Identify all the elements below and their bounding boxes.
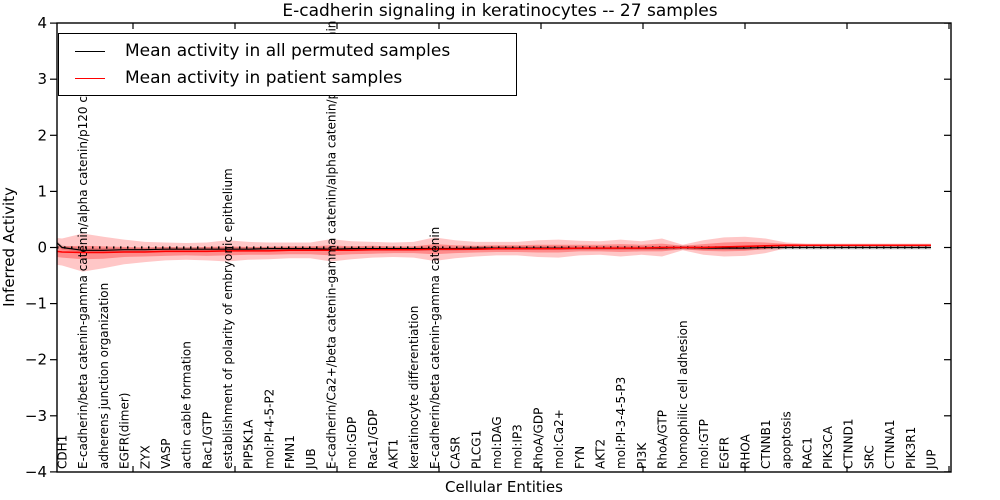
entity-tick-label: mol:DAG xyxy=(490,416,504,469)
entity-tick-label: Rac1/GDP xyxy=(366,410,380,469)
y-tick-label: 4 xyxy=(37,14,47,32)
entity-tick-label: EGFR xyxy=(718,437,732,469)
entity-tick-label: RhoA/GTP xyxy=(656,410,670,469)
y-tick-label: −2 xyxy=(25,351,47,369)
entity-tick-label: RAC1 xyxy=(800,437,814,469)
y-tick-label: 3 xyxy=(37,70,47,88)
entity-tick-label: AKT2 xyxy=(593,439,607,469)
entity-tick-label: mol:GDP xyxy=(345,417,359,469)
legend-label-patient: Mean activity in patient samples xyxy=(125,68,403,88)
entity-tick-label: mol:Ca2+ xyxy=(552,409,566,469)
legend-entry-permuted: Mean activity in all permuted samples xyxy=(75,41,516,61)
patient-mean-line xyxy=(57,244,931,254)
y-tick-label: −1 xyxy=(25,295,47,313)
legend-line-patient-icon xyxy=(75,77,105,79)
entity-tick-label: PIK3CA xyxy=(821,425,835,469)
entity-tick-label: PI3K xyxy=(635,442,649,469)
entity-tick-label: JUP xyxy=(925,449,939,470)
y-tick-label: −4 xyxy=(25,463,47,481)
data-layer xyxy=(57,233,931,272)
y-tick-label: 1 xyxy=(37,182,47,200)
legend-label-permuted: Mean activity in all permuted samples xyxy=(125,41,451,61)
patient-activity-band-outer xyxy=(57,233,931,272)
entity-tick-label: AKT1 xyxy=(387,439,401,469)
legend-line-permuted-icon xyxy=(75,50,105,52)
x-axis-label: Cellular Entities xyxy=(445,478,563,496)
entity-tick-label: mol:IP3 xyxy=(511,424,525,469)
entity-tick-label: E-cadherin/beta catenin-gamma catenin/al… xyxy=(76,58,90,469)
entity-tick-label: CTNND1 xyxy=(842,418,856,469)
entity-tick-label: homophilic cell adhesion xyxy=(676,320,690,469)
entity-tick-label: E-cadherin/beta catenin-gamma catenin xyxy=(428,227,442,469)
entity-tick-label: CASR xyxy=(449,436,463,469)
entity-tick-label: PIK3R1 xyxy=(904,427,918,469)
entity-tick-label: SRC xyxy=(862,445,876,469)
y-tick-label: −3 xyxy=(25,407,47,425)
entity-tick-label: mol:PI-3-4-5-P3 xyxy=(614,377,628,469)
entity-tick-label: Rac1/GTP xyxy=(200,412,214,469)
patient-activity-band-inner xyxy=(57,241,931,260)
entity-tick-label: adherens junction organization xyxy=(97,283,111,469)
entity-tick-label: keratinocyte differentiation xyxy=(407,306,421,469)
entity-tick-label: CTNNA1 xyxy=(883,419,897,469)
entity-tick-label: FMN1 xyxy=(283,435,297,469)
entity-tick-label: E-cadherin/Ca2+/beta catenin-gamma caten… xyxy=(325,21,339,469)
entity-tick-label: PLCG1 xyxy=(469,430,483,469)
entity-tick-label: actin cable formation xyxy=(180,341,194,469)
permuted-mean-line xyxy=(57,242,931,251)
y-tick-label: 0 xyxy=(37,239,47,257)
entity-tick-label: VASP xyxy=(159,438,173,469)
entity-tick-label: CTNNB1 xyxy=(759,419,773,469)
entity-tick-label: apoptosis xyxy=(780,411,794,469)
entity-tick-label: ZYX xyxy=(138,445,152,469)
entity-tick-label: EGFR(dimer) xyxy=(118,393,132,469)
y-axis-label: Inferred Activity xyxy=(0,187,18,307)
entity-tick-label: establishment of polarity of embryonic e… xyxy=(221,168,235,469)
entity-tick-label: JUB xyxy=(304,448,318,470)
entity-tick-label: CDH1 xyxy=(56,435,70,469)
entity-tick-label: mol:GTP xyxy=(697,419,711,469)
entity-tick-label: RhoA/GDP xyxy=(531,408,545,469)
legend: Mean activity in all permuted samples Me… xyxy=(58,33,517,96)
permuted-activity-band xyxy=(57,241,931,253)
legend-entry-patient: Mean activity in patient samples xyxy=(75,68,516,88)
entity-tick-label: PIP5K1A xyxy=(242,419,256,469)
entity-tick-label: FYN xyxy=(573,446,587,469)
entity-tick-label: mol:PI-4-5-P2 xyxy=(262,389,276,469)
entity-tick-label: RHOA xyxy=(738,433,752,469)
y-tick-label: 2 xyxy=(37,126,47,144)
